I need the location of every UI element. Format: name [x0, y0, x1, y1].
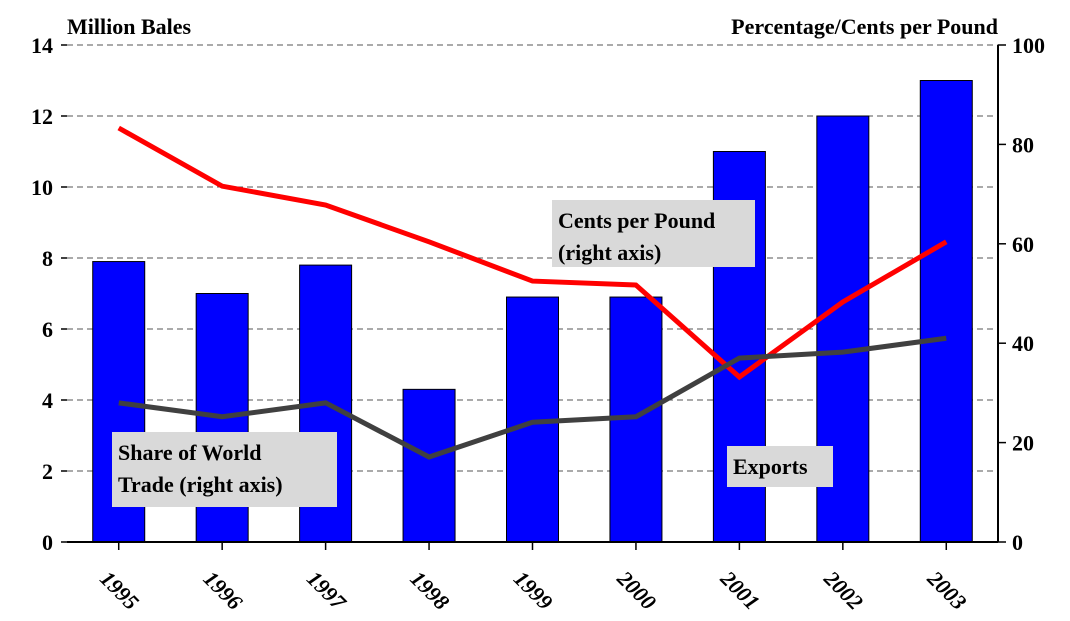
y2-axis-label: Percentage/Cents per Pound — [731, 14, 998, 39]
y2-tick-label: 100 — [1012, 33, 1045, 58]
label-box — [552, 200, 755, 267]
y-tick-label: 2 — [42, 459, 53, 484]
y2-tick-label: 40 — [1012, 331, 1034, 356]
x-tick-label: 2000 — [612, 565, 661, 614]
x-tick-label: 2002 — [819, 565, 868, 614]
series-label: Cents per Pound — [558, 208, 715, 233]
y-axis-label: Million Bales — [67, 14, 192, 39]
y2-tick-label: 20 — [1012, 431, 1034, 456]
x-tick-label: 1995 — [95, 566, 144, 615]
y2-tick-label: 60 — [1012, 232, 1034, 257]
line — [118, 335, 947, 460]
x-tick-label: 1999 — [509, 566, 558, 615]
label-box — [112, 432, 337, 507]
y2-tick-label: 0 — [1012, 530, 1023, 555]
series-label: Trade (right axis) — [118, 472, 283, 497]
bar — [919, 80, 973, 543]
y-tick-label: 0 — [42, 530, 53, 555]
y-tick-label: 12 — [31, 104, 53, 129]
series-label: (right axis) — [558, 240, 661, 265]
bar — [402, 388, 456, 543]
y-tick-label: 6 — [42, 317, 53, 342]
series-label: Share of World — [118, 440, 261, 465]
x-tick-label: 2003 — [922, 565, 971, 614]
series-label: Exports — [733, 454, 808, 479]
y-tick-label: 10 — [31, 175, 53, 200]
x-tick-label: 2001 — [715, 565, 764, 614]
line — [117, 125, 948, 381]
x-tick-label: 1997 — [302, 566, 351, 615]
x-tick-label: 1996 — [199, 566, 248, 615]
y-tick-label: 8 — [42, 246, 53, 271]
x-tick-label: 1998 — [406, 566, 455, 615]
y-tick-label: 14 — [31, 33, 53, 58]
y2-tick-label: 80 — [1012, 132, 1034, 157]
label-box — [727, 446, 833, 487]
y-tick-label: 4 — [42, 388, 53, 413]
